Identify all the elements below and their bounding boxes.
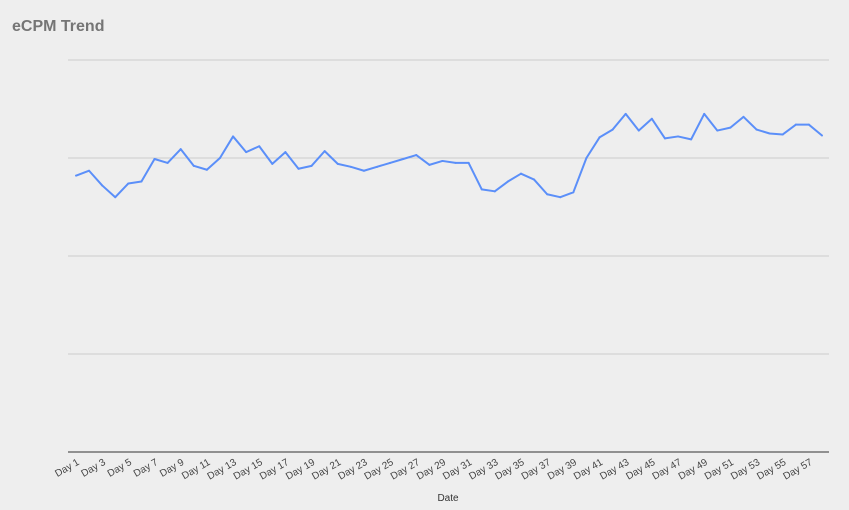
data-point bbox=[428, 163, 431, 166]
data-point bbox=[362, 169, 365, 172]
x-tick-label: Day 7 bbox=[132, 457, 161, 480]
data-point bbox=[716, 129, 719, 132]
x-tick-label: Day 3 bbox=[80, 457, 109, 480]
data-point bbox=[781, 133, 784, 136]
data-point bbox=[310, 164, 313, 167]
data-points bbox=[75, 112, 823, 199]
data-point bbox=[441, 159, 444, 162]
data-point bbox=[546, 193, 549, 196]
data-point bbox=[336, 162, 339, 165]
data-point bbox=[140, 180, 143, 183]
data-point bbox=[75, 174, 77, 177]
x-axis-label: Date bbox=[437, 493, 459, 504]
data-point bbox=[166, 161, 169, 164]
data-point bbox=[245, 151, 248, 154]
data-point bbox=[794, 123, 797, 126]
data-point bbox=[755, 128, 758, 131]
data-point bbox=[101, 184, 104, 187]
data-point bbox=[114, 196, 117, 199]
data-point bbox=[519, 172, 522, 175]
data-point bbox=[598, 136, 601, 139]
data-point bbox=[349, 165, 352, 168]
data-point bbox=[624, 112, 627, 115]
data-point bbox=[572, 191, 575, 194]
data-point bbox=[258, 145, 261, 148]
data-point bbox=[232, 135, 235, 138]
chart-title: eCPM Trend bbox=[12, 18, 105, 35]
data-point bbox=[389, 161, 392, 164]
data-point bbox=[205, 168, 208, 171]
gridlines bbox=[68, 59, 829, 355]
x-tick-label: Day 57 bbox=[781, 457, 814, 483]
data-point bbox=[192, 164, 195, 167]
data-point bbox=[559, 196, 562, 199]
x-tick-label: Day 1 bbox=[53, 457, 82, 480]
data-point bbox=[127, 182, 130, 185]
data-point bbox=[454, 161, 457, 164]
data-point bbox=[677, 135, 680, 138]
data-point bbox=[480, 188, 483, 191]
data-point bbox=[297, 167, 300, 170]
data-point bbox=[323, 150, 326, 153]
data-point bbox=[768, 132, 771, 135]
data-point bbox=[284, 151, 287, 154]
data-point bbox=[585, 157, 588, 159]
data-point bbox=[533, 178, 536, 181]
data-point bbox=[376, 165, 379, 168]
data-point bbox=[650, 117, 653, 120]
data-point bbox=[88, 169, 91, 172]
data-point bbox=[742, 115, 745, 118]
data-point bbox=[415, 154, 418, 157]
data-point bbox=[663, 137, 666, 140]
data-point bbox=[807, 123, 810, 126]
data-point bbox=[402, 157, 405, 160]
data-point bbox=[218, 157, 221, 159]
data-point bbox=[271, 162, 274, 165]
data-point bbox=[690, 138, 693, 141]
data-point bbox=[179, 148, 182, 151]
x-tick-label: Day 17 bbox=[258, 457, 291, 483]
x-tick-label: Day 5 bbox=[106, 457, 135, 480]
data-point bbox=[611, 128, 614, 131]
data-point bbox=[153, 157, 156, 160]
x-tick-label: Day 43 bbox=[598, 457, 631, 483]
data-point bbox=[467, 161, 470, 164]
data-point bbox=[703, 112, 706, 115]
ecpm-series-line bbox=[75, 112, 823, 199]
data-point bbox=[821, 134, 823, 137]
data-point bbox=[506, 180, 509, 183]
data-point bbox=[729, 126, 732, 129]
data-point bbox=[493, 190, 496, 193]
data-point bbox=[637, 129, 640, 132]
